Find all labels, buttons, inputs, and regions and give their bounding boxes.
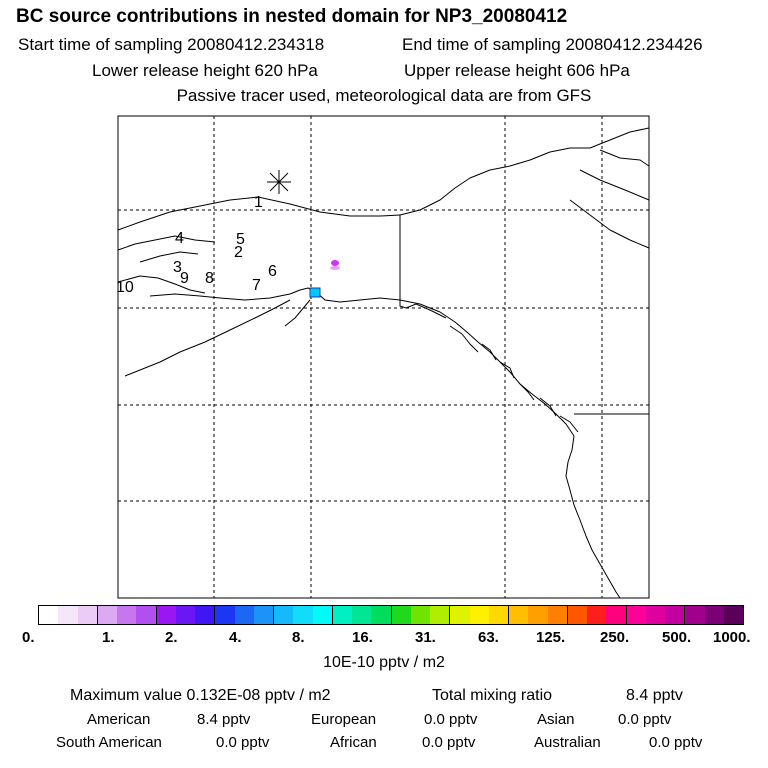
graticule — [118, 116, 649, 598]
map-panel: 1 2 3 4 5 6 7 8 9 10 — [116, 115, 650, 599]
region-value-south-american: 0.0 pptv — [216, 734, 270, 751]
colorbar-tick: 250. — [600, 629, 630, 646]
colorbar-segment — [352, 606, 372, 624]
region-name-asian: Asian — [537, 711, 575, 728]
colorbar-units: 10E-10 pptv / m2 — [323, 654, 445, 671]
colorbar-segment — [371, 606, 392, 624]
colorbar-segment — [488, 606, 509, 624]
trajectory-label-9: 9 — [180, 270, 189, 287]
trajectory-label-6: 6 — [268, 263, 277, 280]
colorbar-tick: 2. — [165, 629, 178, 646]
colorbar-segment — [312, 606, 333, 624]
colorbar-segment — [430, 606, 451, 624]
colorbar-segment — [136, 606, 157, 624]
colorbar-segment — [410, 606, 430, 624]
colorbar-segment — [215, 606, 235, 624]
tracer-note: Passive tracer used, meteorological data… — [176, 86, 592, 105]
colorbar-tick: 1. — [102, 629, 115, 646]
colorbar-segment — [77, 606, 98, 624]
region-name-south-american: South American — [56, 734, 162, 751]
colorbar-tick: 125. — [536, 629, 566, 646]
max-value: Maximum value 0.132E-08 pptv / m2 — [70, 687, 331, 704]
region-value-european: 0.0 pptv — [424, 711, 478, 728]
coastline — [117, 127, 650, 599]
colorbar-segment — [450, 606, 470, 624]
region-name-american: American — [87, 711, 151, 728]
region-value-african: 0.0 pptv — [422, 734, 476, 751]
colorbar-segment — [469, 606, 489, 624]
colorbar-tick: 500. — [662, 629, 692, 646]
colorbar-segment — [665, 606, 686, 624]
trajectory-label-8: 8 — [205, 270, 214, 287]
hotspot-magenta — [331, 260, 339, 266]
colorbar-tick: 4. — [229, 629, 242, 646]
colorbar-tick: 16. — [352, 629, 373, 646]
lower-release-height: Lower release height 620 hPa — [92, 61, 318, 80]
trajectory-label-7: 7 — [252, 277, 261, 294]
colorbar-segment — [332, 606, 352, 624]
colorbar-segment — [234, 606, 254, 624]
colorbar-segment — [253, 606, 274, 624]
colorbar-segment — [274, 606, 294, 624]
colorbar-segment — [391, 606, 411, 624]
region-name-european: European — [311, 711, 377, 728]
trajectory-label-2: 2 — [234, 244, 243, 261]
colorbar-tick: 1000. — [713, 629, 751, 646]
trajectory-label-4: 4 — [175, 230, 184, 247]
colorbar-segment — [685, 606, 705, 624]
map-frame — [117, 115, 650, 599]
region-name-australian: Australian — [534, 734, 601, 751]
colorbar-segment — [58, 606, 78, 624]
colorbar-segment — [509, 606, 529, 624]
start-time: Start time of sampling 20080412.234318 — [18, 35, 325, 54]
region-value-australian: 0.0 pptv — [649, 734, 703, 751]
hotspot-light-magenta — [330, 266, 340, 270]
colorbar-segment — [547, 606, 568, 624]
colorbar-segment — [606, 606, 627, 624]
colorbar-segment — [195, 606, 216, 624]
colorbar-tick: 0. — [22, 629, 35, 646]
upper-release-height: Upper release height 606 hPa — [404, 61, 630, 80]
trajectory-label-5: 5 — [236, 231, 245, 248]
colorbar-segment — [723, 606, 743, 624]
trajectory-label-10: 10 — [116, 279, 134, 296]
colorbar-segment — [528, 606, 548, 624]
colorbar-segment — [39, 606, 59, 624]
colorbar-tick: 31. — [415, 629, 436, 646]
hotspots — [309, 260, 340, 298]
colorbar-tick: 63. — [478, 629, 499, 646]
colorbar-segment — [567, 606, 587, 624]
region-name-african: African — [330, 734, 377, 751]
colorbar-segment — [293, 606, 313, 624]
colorbar-segment — [587, 606, 607, 624]
end-time: End time of sampling 20080412.234426 — [402, 35, 703, 54]
colorbar-tick: 8. — [292, 629, 305, 646]
colorbar-segment — [175, 606, 195, 624]
map-title: BC source contributions in nested domain… — [16, 6, 568, 27]
trajectory-label-1: 1 — [254, 194, 263, 211]
total-mixing-value: 8.4 pptv — [626, 687, 683, 704]
political-borders — [399, 215, 649, 415]
total-mixing-label: Total mixing ratio — [432, 687, 553, 704]
trajectory-labels: 1 2 3 4 5 6 7 8 9 10 — [116, 194, 277, 296]
colorbar-segment — [645, 606, 665, 624]
colorbar — [38, 605, 744, 625]
colorbar-segment — [117, 606, 137, 624]
colorbar-segment — [97, 606, 117, 624]
region-value-american: 8.4 pptv — [197, 711, 251, 728]
colorbar-segment — [626, 606, 646, 624]
colorbar-segment — [156, 606, 176, 624]
colorbar-segment — [704, 606, 724, 624]
release-site-star-icon — [267, 170, 291, 194]
region-value-asian: 0.0 pptv — [618, 711, 672, 728]
hotspot-cyan — [309, 287, 321, 298]
trajectory-label-3: 3 — [173, 259, 182, 276]
